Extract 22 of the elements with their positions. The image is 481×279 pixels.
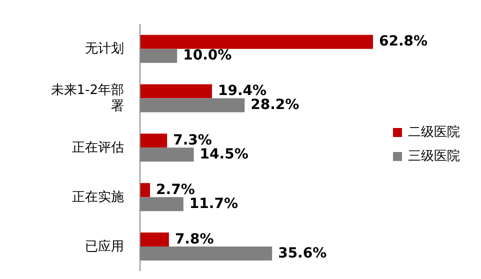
bar <box>140 84 212 98</box>
legend-label: 三级医院 <box>408 148 460 165</box>
y-tick-label: 未来1-2年部署 <box>50 82 124 114</box>
legend-label: 二级医院 <box>408 124 460 141</box>
data-label: 11.7% <box>189 196 238 212</box>
bar <box>140 232 169 246</box>
bar <box>140 34 373 49</box>
y-tick-label: 已应用 <box>85 238 124 254</box>
data-label: 2.7% <box>156 182 195 198</box>
y-tick-label: 无计划 <box>85 41 124 56</box>
bar <box>140 134 168 148</box>
data-label: 7.3% <box>173 132 212 148</box>
data-label: 7.8% <box>174 231 214 248</box>
data-label: 35.6% <box>278 245 327 262</box>
data-label: 28.2% <box>250 97 300 114</box>
data-label: 10.0% <box>183 48 232 64</box>
y-tick-label: 正在评估 <box>72 140 124 156</box>
bar <box>140 183 150 198</box>
data-label: 62.8% <box>379 34 428 50</box>
y-tick-label: 正在实施 <box>72 189 124 204</box>
data-label: 19.4% <box>218 83 267 100</box>
data-label: 14.5% <box>200 146 248 162</box>
